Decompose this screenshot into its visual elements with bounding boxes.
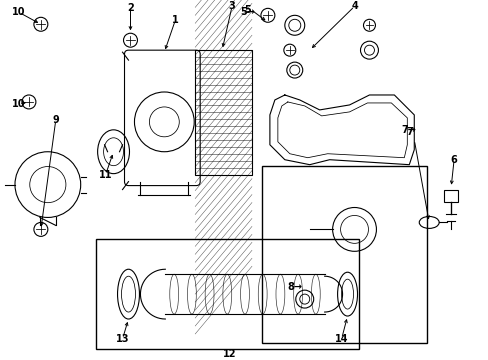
Text: 8→: 8→ [286,282,302,292]
Bar [195,50,251,175]
Text: 2: 2 [127,3,134,13]
Bar [443,190,457,202]
Text: 13: 13 [116,334,129,344]
Text: 4: 4 [350,1,357,12]
Bar [96,239,358,349]
Text: 3: 3 [228,1,235,12]
Text: 12: 12 [223,349,236,359]
Text: 1: 1 [172,15,178,25]
Text: 5→: 5→ [240,7,255,17]
Text: 7: 7 [405,127,412,137]
Text: 10: 10 [12,7,26,17]
Text: 5: 5 [244,5,251,15]
Text: 6: 6 [450,155,457,165]
Bar [262,166,427,343]
Text: 9: 9 [52,115,59,125]
Text: 10: 10 [12,99,26,109]
Text: 14: 14 [334,334,347,344]
Text: 7→: 7→ [401,125,416,135]
Text: 11: 11 [99,170,112,180]
